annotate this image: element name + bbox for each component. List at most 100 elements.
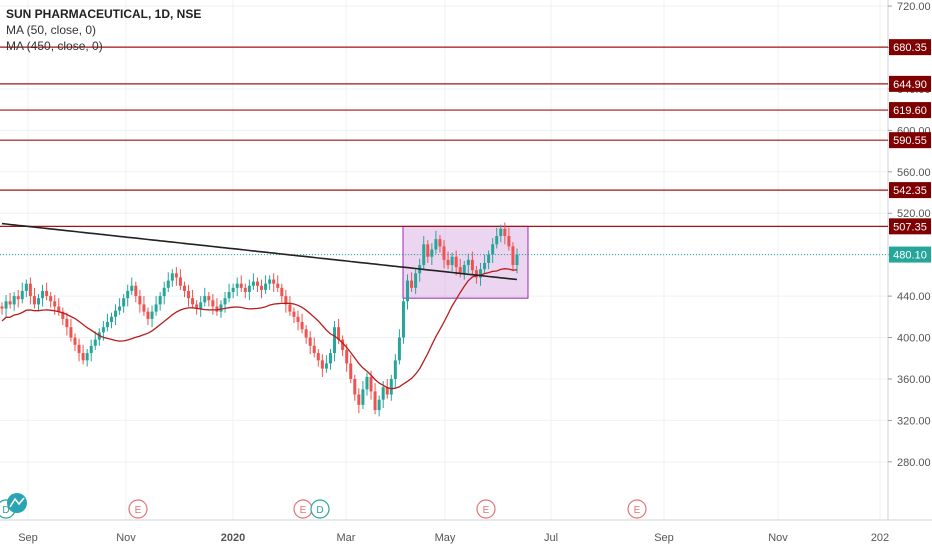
candle-body (239, 283, 243, 288)
ma450-legend: MA (450, close, 0) (6, 39, 103, 53)
candle-body (268, 279, 272, 284)
dividend-marker[interactable] (310, 499, 330, 519)
x-tick-label: May (435, 532, 456, 544)
level-price-badge (889, 132, 931, 149)
candle-body (126, 290, 130, 299)
y-tick-label: 560.00 (897, 167, 931, 179)
candle-body (191, 298, 195, 305)
candle-body (49, 296, 53, 302)
candle-body (357, 394, 361, 405)
level-price-badge (889, 218, 931, 235)
candle-body (361, 389, 365, 405)
candle-body (304, 329, 308, 338)
candle-body (93, 339, 97, 346)
candle-body (324, 363, 328, 369)
candle-body (377, 399, 381, 411)
candle-body (4, 301, 8, 309)
candle-body (406, 280, 410, 302)
candle-body (138, 296, 142, 305)
x-tick-label: Nov (116, 532, 136, 544)
candle-body (260, 285, 264, 290)
candle-body (12, 296, 16, 305)
candle-body (109, 316, 113, 323)
candle-body (215, 306, 219, 312)
candle-body (426, 244, 430, 257)
candle-body (280, 287, 284, 297)
ma50-legend: MA (50, close, 0) (6, 23, 97, 37)
candle-body (53, 301, 57, 307)
candle-body (61, 311, 65, 319)
level-price-badge (889, 39, 931, 56)
candle-body (397, 337, 401, 361)
candle-body (142, 304, 146, 312)
candle-body (32, 296, 36, 305)
candle-body (223, 298, 227, 305)
candle-body (199, 302, 203, 309)
ma450-line (1, 222, 518, 281)
candle-body (170, 273, 174, 281)
candle-body (341, 339, 345, 350)
x-tick-label: 202 (871, 532, 889, 544)
event-marker-label: E (300, 505, 307, 516)
candle-body (450, 256, 454, 266)
earnings-marker[interactable] (128, 499, 148, 519)
candle-body (247, 285, 251, 292)
candle-body (410, 280, 414, 288)
candle-body (36, 298, 40, 305)
candle-body (511, 246, 515, 266)
candle-body (211, 300, 215, 307)
y-tick-label: 520.00 (897, 208, 931, 220)
tradingview-logo-icon (7, 493, 27, 513)
last-price-badge (889, 246, 931, 263)
candle-body (499, 228, 503, 237)
candle-body (57, 306, 61, 312)
level-price-label: 619.60 (893, 105, 927, 117)
candle-body (507, 236, 511, 247)
y-tick-label: 440.00 (897, 291, 931, 303)
candle-body (414, 273, 418, 288)
x-tick-label: Sep (654, 532, 674, 544)
candle-body (89, 345, 93, 354)
candle-body (491, 244, 495, 255)
earnings-marker[interactable] (476, 499, 496, 519)
candle-body (479, 269, 483, 278)
x-tick-label: Jul (544, 532, 558, 544)
candle-body (101, 327, 105, 333)
candle-body (320, 360, 324, 369)
candle-body (243, 287, 247, 292)
earnings-marker[interactable] (627, 499, 647, 519)
candle-body (195, 304, 199, 309)
candle-body (146, 311, 150, 319)
candle-body (487, 254, 491, 263)
candle-body (393, 360, 397, 379)
candle-body (483, 262, 487, 270)
candle-body (114, 310, 118, 317)
candle-body (154, 304, 158, 312)
candle-body (178, 277, 182, 286)
candle-body (442, 246, 446, 260)
candle-body (276, 283, 280, 288)
logo-line-icon (9, 497, 25, 508)
level-price-label: 542.35 (893, 185, 927, 197)
candle-body (207, 296, 211, 301)
candle-body (65, 318, 69, 328)
candle-body (515, 254, 519, 266)
candle-body (166, 280, 170, 288)
chart-title: SUN PHARMACEUTICAL, 1D, NSE (6, 7, 202, 21)
candle-body (292, 311, 296, 317)
candle-body (85, 353, 89, 361)
candle-body (385, 387, 389, 395)
level-price-label: 590.55 (893, 135, 927, 147)
candle-body (446, 259, 450, 266)
candle-body (353, 378, 357, 395)
x-tick-label: 2020 (221, 532, 245, 544)
candle-body (466, 259, 470, 266)
y-tick-label: 400.00 (897, 333, 931, 345)
candle-body (333, 327, 337, 354)
candle-body (16, 296, 20, 300)
candle-body (231, 287, 235, 292)
x-tick-label: Mar (337, 532, 356, 544)
candle-body (8, 301, 12, 305)
candle-body (284, 296, 288, 305)
